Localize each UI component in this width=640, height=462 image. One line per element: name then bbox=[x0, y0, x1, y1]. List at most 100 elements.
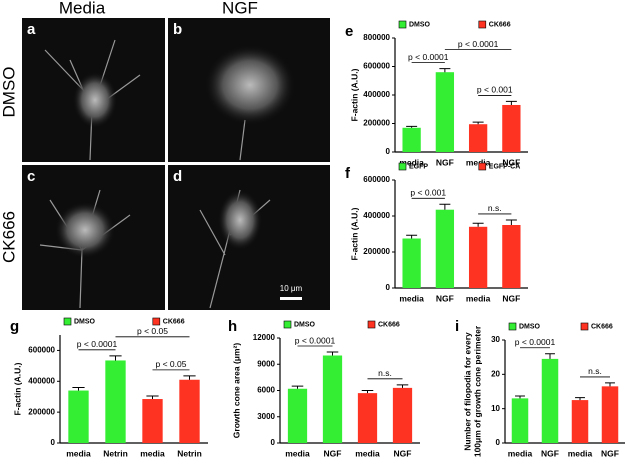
x-tick-label: NGF bbox=[436, 157, 454, 167]
annotation: n.s. bbox=[588, 366, 602, 376]
y-tick-label: 0 bbox=[386, 283, 391, 292]
y-tick-label: 9000 bbox=[257, 359, 275, 368]
bar bbox=[322, 355, 343, 443]
annotation: p < 0.05 bbox=[156, 359, 187, 369]
x-tick-label: NGF bbox=[394, 448, 412, 458]
bar bbox=[571, 400, 589, 443]
y-tick-label: 200000 bbox=[363, 119, 390, 128]
x-tick-label: media bbox=[508, 448, 533, 458]
y-axis-label: F-actin (A.U.) bbox=[12, 362, 22, 415]
bar bbox=[142, 399, 163, 443]
legend-swatch bbox=[152, 317, 161, 326]
error-bar bbox=[326, 351, 339, 356]
bar bbox=[541, 358, 559, 443]
error-bar bbox=[72, 386, 85, 391]
panel-label: b bbox=[173, 21, 182, 38]
error-bar bbox=[291, 385, 304, 389]
scale-bar bbox=[280, 297, 302, 300]
row-label: CK666 bbox=[0, 211, 18, 263]
bar bbox=[357, 393, 378, 443]
legend-label: EGFP bbox=[409, 163, 428, 170]
bar bbox=[468, 226, 488, 288]
error-bar bbox=[406, 125, 418, 128]
error-bar bbox=[406, 234, 418, 239]
x-tick-label: NGF bbox=[502, 293, 520, 303]
y-axis-label: F-actin (A.U.) bbox=[349, 68, 359, 121]
y-tick-label: 0 bbox=[271, 438, 276, 447]
legend-swatch bbox=[283, 320, 292, 329]
panel-label: a bbox=[27, 21, 36, 38]
error-bar bbox=[545, 353, 555, 359]
error-bar bbox=[109, 355, 122, 361]
bar bbox=[402, 127, 421, 152]
growth-cone bbox=[218, 190, 262, 250]
error-bar bbox=[472, 121, 484, 125]
bar bbox=[502, 225, 521, 288]
error-bar bbox=[439, 68, 451, 73]
panel-label: e bbox=[345, 23, 353, 40]
y-tick-label: 3000 bbox=[257, 412, 275, 421]
legend-swatch bbox=[478, 162, 487, 171]
column-label: Media bbox=[59, 0, 106, 17]
x-tick-label: media bbox=[466, 157, 491, 167]
bar bbox=[468, 124, 488, 152]
error-bar bbox=[146, 395, 159, 400]
bar bbox=[601, 386, 619, 443]
error-bar bbox=[575, 397, 585, 401]
bar bbox=[511, 398, 529, 443]
bar bbox=[502, 104, 521, 152]
x-tick-label: NGF bbox=[502, 157, 520, 167]
x-tick-label: media bbox=[399, 157, 424, 167]
annotation: n.s. bbox=[488, 203, 502, 213]
bar bbox=[435, 209, 455, 288]
error-bar bbox=[396, 384, 409, 388]
x-tick-label: media bbox=[466, 293, 491, 303]
x-tick-label: NGF bbox=[601, 448, 619, 458]
y-tick-label: 0 bbox=[386, 147, 391, 156]
x-tick-label: media bbox=[66, 448, 91, 458]
y-axis-label: Number of filopodia for every bbox=[462, 332, 472, 451]
y-tick-label: 30 bbox=[491, 335, 500, 344]
bar bbox=[392, 387, 413, 443]
legend-swatch bbox=[508, 322, 517, 331]
y-tick-label: 400000 bbox=[28, 376, 55, 385]
legend-label: DMSO bbox=[519, 323, 541, 330]
error-bar bbox=[515, 395, 525, 399]
legend-label: CK666 bbox=[163, 318, 185, 325]
error-bar bbox=[361, 390, 374, 394]
y-axis-label: Growth cone area (μm²) bbox=[231, 343, 241, 439]
panel-label: c bbox=[27, 168, 35, 185]
legend-label: DMSO bbox=[294, 321, 316, 328]
error-bar bbox=[439, 203, 451, 210]
annotation: p < 0.0001 bbox=[408, 52, 449, 62]
annotation: n.s. bbox=[378, 368, 392, 378]
y-tick-label: 0 bbox=[496, 438, 501, 447]
y-tick-label: 200000 bbox=[363, 247, 390, 256]
x-tick-label: media bbox=[285, 448, 310, 458]
panel-label: f bbox=[345, 165, 351, 182]
bar bbox=[179, 379, 200, 443]
y-tick-label: 200000 bbox=[28, 407, 55, 416]
y-axis-label: 100μm of growth cone perimeter bbox=[472, 325, 482, 457]
y-tick-label: 0 bbox=[51, 438, 56, 447]
legend-label: DMSO bbox=[409, 21, 431, 28]
x-tick-label: NGF bbox=[541, 448, 559, 458]
annotation: p < 0.0001 bbox=[515, 337, 556, 347]
annotation: p < 0.0001 bbox=[77, 339, 118, 349]
y-tick-label: 800000 bbox=[363, 33, 390, 42]
legend-label: EGFP-CA bbox=[489, 163, 521, 170]
annotation: p < 0.05 bbox=[137, 326, 168, 336]
bar bbox=[402, 238, 421, 288]
bar bbox=[287, 388, 308, 443]
y-tick-label: 12000 bbox=[253, 333, 276, 342]
y-tick-label: 6000 bbox=[257, 386, 275, 395]
row-label: DMSO bbox=[0, 67, 18, 118]
x-tick-label: media bbox=[399, 293, 424, 303]
x-tick-label: media bbox=[140, 448, 165, 458]
y-tick-label: 600000 bbox=[363, 175, 390, 184]
x-tick-label: media bbox=[355, 448, 380, 458]
legend-swatch bbox=[580, 322, 589, 331]
y-tick-label: 600000 bbox=[363, 62, 390, 71]
y-tick-label: 10 bbox=[491, 404, 500, 413]
legend-label: CK666 bbox=[378, 321, 400, 328]
